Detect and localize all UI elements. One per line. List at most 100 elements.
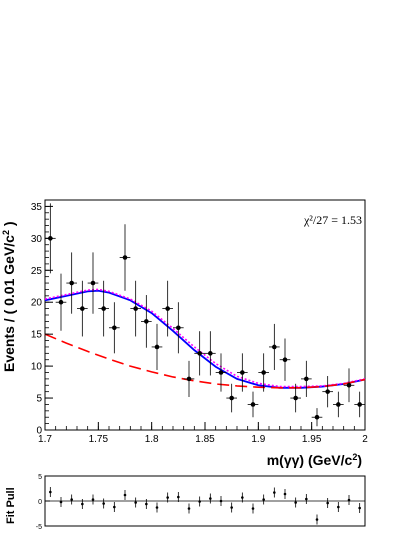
pull-point <box>305 494 308 504</box>
data-point <box>226 383 237 413</box>
y-tick-label: 25 <box>31 266 43 277</box>
pull-marker <box>241 496 244 499</box>
pull-point <box>337 502 340 512</box>
x-tick-label: 1.85 <box>195 434 215 445</box>
pull-point <box>134 497 137 508</box>
data-marker <box>261 370 266 375</box>
data-point <box>183 360 195 397</box>
pull-marker <box>134 501 137 504</box>
data-marker <box>133 306 138 311</box>
pull-point <box>347 495 351 505</box>
fit-curve-dotted <box>44 288 366 388</box>
data-marker <box>240 370 245 375</box>
data-marker <box>69 280 74 286</box>
data-point <box>290 383 301 413</box>
pull-marker <box>262 498 265 501</box>
data-marker <box>112 325 117 331</box>
x-tick-label: 1.9 <box>251 434 265 445</box>
data-marker <box>325 389 330 394</box>
pull-panel: 5 0 -5 Fit Pull <box>5 474 366 531</box>
data-point <box>66 252 77 314</box>
pull-marker <box>91 498 95 501</box>
data-point <box>333 391 344 418</box>
y-tick-label: 15 <box>31 330 43 341</box>
fit-curve-dashed <box>44 333 366 389</box>
x-tick-label: 1.7 <box>38 434 52 445</box>
pull-point <box>326 498 329 508</box>
x-tick-label: 1.75 <box>89 434 109 445</box>
data-marker <box>282 357 288 363</box>
pull-marker <box>49 490 52 494</box>
data-point <box>301 360 312 397</box>
pull-point <box>187 503 191 514</box>
pull-point <box>145 499 148 509</box>
data-point <box>194 331 205 376</box>
y-tick-label: 35 <box>31 202 43 213</box>
pull-marker <box>209 497 212 500</box>
pull-y-tick-label: 0 <box>38 499 42 506</box>
pull-point <box>91 494 95 505</box>
data-marker <box>250 402 256 407</box>
data-point <box>77 280 88 337</box>
pull-marker <box>113 505 116 509</box>
data-point <box>215 353 227 392</box>
data-point <box>98 280 109 337</box>
pull-y-tick-label: 5 <box>38 474 42 481</box>
pull-points <box>49 487 361 525</box>
pull-marker <box>177 495 180 499</box>
data-point <box>205 331 216 376</box>
pull-point <box>70 494 73 505</box>
pull-marker <box>70 498 73 501</box>
pull-point <box>123 490 127 500</box>
data-marker <box>186 376 192 382</box>
pull-point <box>59 497 63 507</box>
pull-point <box>177 492 180 502</box>
data-point <box>173 302 184 354</box>
data-marker <box>272 344 277 350</box>
main-plot-frame <box>44 199 366 431</box>
data-point <box>55 273 67 331</box>
data-marker <box>336 402 341 407</box>
pull-point <box>241 492 244 503</box>
data-point <box>151 323 163 370</box>
x-tick-label: 1.8 <box>145 434 159 445</box>
data-marker <box>122 255 128 260</box>
y-tick-label: 20 <box>31 298 43 309</box>
pull-marker <box>59 500 63 504</box>
pull-marker <box>230 506 233 509</box>
data-point <box>279 338 291 381</box>
pull-point <box>166 492 169 503</box>
pull-y-axis-label: Fit Pull <box>5 487 17 524</box>
data-point <box>130 280 141 337</box>
pull-marker <box>326 501 329 505</box>
data-point <box>247 391 259 418</box>
data-point <box>237 353 248 392</box>
data-point <box>354 391 365 418</box>
data-marker <box>90 280 96 286</box>
pull-point <box>230 502 233 513</box>
pull-marker <box>145 502 148 506</box>
pull-marker <box>123 493 127 497</box>
pull-point <box>209 493 212 504</box>
pull-y-axis-ticks: 5 0 -5 <box>36 474 50 531</box>
pull-marker <box>315 518 319 521</box>
pull-point <box>251 503 255 514</box>
data-marker <box>208 351 213 356</box>
pull-marker <box>305 497 308 501</box>
pull-marker <box>187 507 191 510</box>
data-point <box>162 280 173 337</box>
pull-marker <box>337 505 340 509</box>
data-marker <box>346 382 352 388</box>
data-points <box>45 203 365 427</box>
pull-point <box>294 497 297 508</box>
y-tick-label: 30 <box>31 234 43 245</box>
data-point <box>311 408 323 427</box>
pull-point <box>219 496 223 506</box>
pull-y-tick-label: -5 <box>36 524 42 531</box>
data-marker <box>101 306 106 311</box>
data-marker <box>154 344 160 350</box>
pull-marker <box>358 506 361 510</box>
x-axis-label: m(γγ) (GeV/c2) <box>267 452 362 468</box>
data-marker <box>176 325 181 331</box>
